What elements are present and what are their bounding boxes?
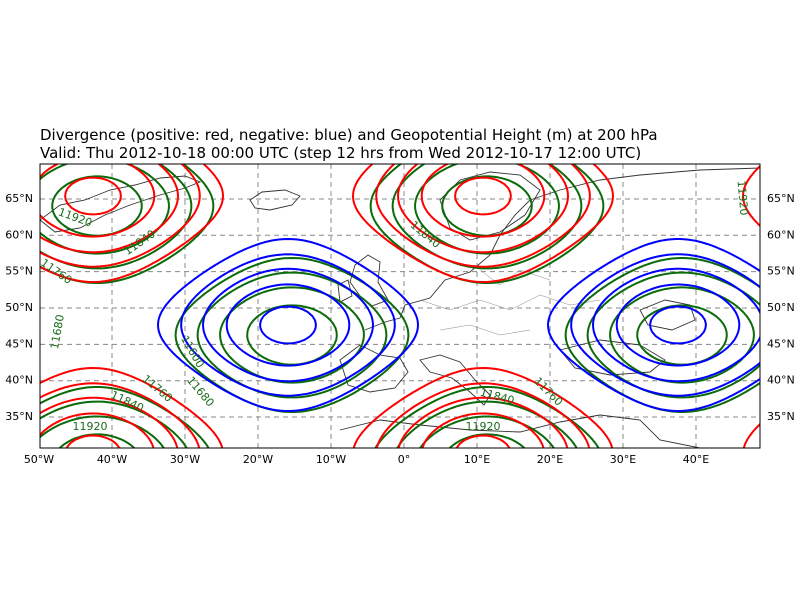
title-line: Divergence (positive: red, negative: blu… [40, 126, 658, 144]
lat-tick-label: 65°N [5, 192, 33, 205]
lat-tick-label: 55°N [767, 265, 795, 278]
plot-area [40, 164, 760, 448]
lat-tick-label: 40°N [5, 374, 33, 387]
lon-tick-label: 30°E [610, 453, 636, 466]
plot-frame [39, 163, 761, 449]
lon-tick-label: 20°W [243, 453, 273, 466]
height-contour [246, 304, 728, 366]
lat-tick-label: 35°N [5, 410, 33, 423]
contour-label: 11920 [734, 180, 750, 216]
tick-labels: 50°W 40°W 30°W 20°W 10°W 0° 10°E 20°E 30°E 40°E 65… [5, 192, 794, 466]
lon-tick-label: 0° [398, 453, 411, 466]
lon-tick-label: 40°E [683, 453, 709, 466]
contour-label: 11920 [466, 420, 501, 433]
lon-tick-label: 50°W [24, 453, 54, 466]
coastline [439, 171, 541, 241]
divergence-contour-positive [64, 176, 512, 448]
lon-tick-label: 40°W [97, 453, 127, 466]
lat-tick-label: 50°N [5, 301, 33, 314]
lat-tick-label: 65°N [767, 192, 795, 205]
title-line: Valid: Thu 2012-10-18 00:00 UTC (step 12… [40, 144, 641, 162]
coastline [339, 414, 701, 448]
divergence-contour-negative [180, 253, 760, 397]
divergence-contour-positive [40, 164, 591, 448]
coastline [249, 189, 301, 211]
coastline [40, 175, 202, 233]
contour-label: 11920 [73, 420, 108, 433]
lon-tick-label: 30°W [170, 453, 200, 466]
contour-label: 11680 [48, 314, 67, 351]
coastline [419, 354, 491, 406]
contours [40, 164, 760, 448]
divergence-contour-negative [259, 305, 707, 345]
coastlines [40, 167, 760, 448]
coastline [339, 344, 409, 393]
lat-tick-label: 45°N [767, 337, 795, 350]
divergence-contour-positive [40, 164, 569, 448]
contour-label: 11840 [408, 218, 443, 250]
coastline [337, 279, 353, 303]
divergence-contour-negative [202, 267, 760, 383]
lon-tick-label: 20°E [537, 453, 563, 466]
divergence-contour-negative [157, 238, 760, 412]
graticule [40, 164, 760, 448]
contour-label: 11680 [184, 374, 216, 409]
lat-tick-label: 40°N [767, 374, 795, 387]
lat-tick-label: 60°N [767, 228, 795, 241]
height-contour [196, 271, 760, 399]
divergence-contour-positive [40, 164, 760, 448]
lat-tick-label: 45°N [5, 337, 33, 350]
lat-tick-label: 50°N [767, 301, 795, 314]
lat-tick-label: 35°N [767, 410, 795, 423]
lat-tick-label: 60°N [5, 228, 33, 241]
coastline [639, 299, 696, 331]
lat-tick-label: 55°N [5, 265, 33, 278]
divergence-contour-negative [225, 283, 741, 367]
lon-tick-label: 10°E [464, 453, 490, 466]
lon-tick-label: 10°W [316, 453, 346, 466]
coastline [364, 167, 760, 331]
